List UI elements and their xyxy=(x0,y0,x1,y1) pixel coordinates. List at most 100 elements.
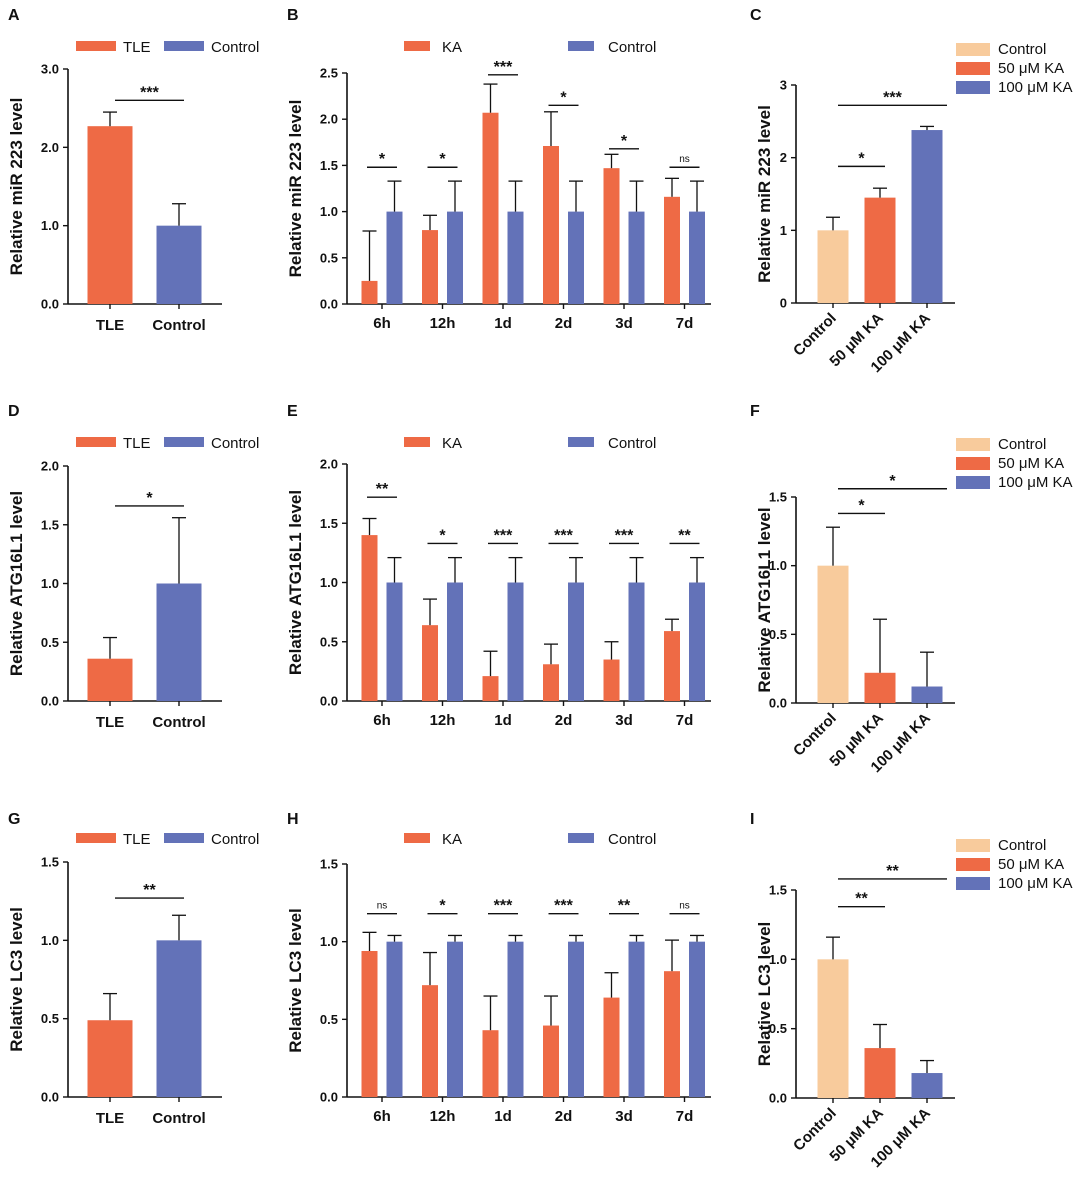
legend-label: KA xyxy=(442,435,462,452)
legend-swatch xyxy=(956,877,990,890)
significance-label: ns xyxy=(679,901,690,912)
y-tick-label: 1.0 xyxy=(769,558,787,573)
y-tick-label: 1.5 xyxy=(320,857,338,872)
legend-label: TLE xyxy=(123,39,151,56)
legend-swatch xyxy=(164,41,204,51)
panel-i: I 0.0 0.5 1.0 1.5 Relative LC3 level Control 50… xyxy=(750,811,1073,1171)
y-tick-label: 1.0 xyxy=(320,934,338,949)
x-tick-label: 12h xyxy=(430,1108,456,1125)
legend-swatch xyxy=(956,62,990,75)
y-tick-label: 1.0 xyxy=(41,933,59,948)
significance-label: ns xyxy=(377,901,388,912)
bar-ka-3d xyxy=(603,659,620,701)
y-tick-label: 2 xyxy=(780,150,787,165)
bar-cat-1 xyxy=(864,1048,896,1098)
bar-ka-6h xyxy=(361,280,378,304)
legend-label: TLE xyxy=(123,831,151,848)
legend-swatch xyxy=(956,81,990,94)
significance-label: ** xyxy=(376,481,389,498)
bar-control xyxy=(156,940,202,1097)
legend-swatch xyxy=(568,833,594,843)
x-tick-label: 7d xyxy=(676,315,694,332)
bar-ka-12h xyxy=(422,985,438,1097)
y-tick-label: 1.0 xyxy=(41,218,59,233)
significance-label: ns xyxy=(679,154,690,165)
bar-cat-0 xyxy=(817,230,849,303)
y-tick-label: 0.5 xyxy=(769,1021,787,1036)
significance-label: ** xyxy=(143,882,156,899)
y-tick-label: 1.5 xyxy=(41,855,59,870)
y-tick-label: 1.5 xyxy=(769,490,787,505)
x-tick-label: Control xyxy=(152,1110,205,1127)
legend-label: 100 μM KA xyxy=(998,875,1073,892)
bar-ka-3d xyxy=(603,168,620,304)
x-tick-label: 3d xyxy=(615,1108,633,1125)
legend-label: 50 μM KA xyxy=(998,455,1064,472)
y-tick-label: 0.0 xyxy=(41,297,59,312)
y-tick-label: 1.5 xyxy=(320,158,338,173)
legend-label: KA xyxy=(442,39,462,56)
significance-label: *** xyxy=(494,898,513,915)
y-tick-label: 1.0 xyxy=(41,576,59,591)
bar-cat-0 xyxy=(817,959,849,1098)
bar-control-7d xyxy=(689,211,705,304)
significance-label: * xyxy=(889,473,896,490)
significance-label: ** xyxy=(678,527,691,544)
y-axis-label: Relative ATG16L1 level xyxy=(755,507,774,692)
y-tick-label: 2.0 xyxy=(41,140,59,155)
legend-label: 100 μM KA xyxy=(998,474,1073,491)
x-tick-label: Control xyxy=(152,317,205,334)
bar-ka-1d xyxy=(482,112,499,305)
x-tick-label: 7d xyxy=(676,1108,694,1125)
panel-e: E 0.0 0.5 1.0 1.5 2.0 Relative ATG16L1 level 6h… xyxy=(286,403,711,729)
significance-label: * xyxy=(560,89,567,106)
bar-ka-2d xyxy=(543,1025,559,1097)
significance-label: * xyxy=(439,527,446,544)
legend-label: 100 μM KA xyxy=(998,79,1073,96)
bar-control-1d xyxy=(507,941,524,1097)
x-tick-label: 6h xyxy=(373,1108,391,1125)
bar-cat-2 xyxy=(911,686,943,703)
bar-ka-12h xyxy=(422,230,438,304)
x-tick-label: 1d xyxy=(494,315,512,332)
bar-cat-1 xyxy=(864,672,896,703)
bar-ka-2d xyxy=(543,664,559,701)
legend-label: TLE xyxy=(123,435,151,452)
y-tick-label: 1.0 xyxy=(320,575,338,590)
bar-ka-3d xyxy=(603,997,620,1097)
significance-label: *** xyxy=(494,59,513,76)
legend-swatch xyxy=(956,457,990,470)
y-tick-label: 1 xyxy=(780,223,787,238)
significance-label: *** xyxy=(615,527,634,544)
bar-tle xyxy=(87,126,133,304)
bar-control-3d xyxy=(628,941,645,1097)
y-tick-label: 1.0 xyxy=(769,952,787,967)
y-tick-label: 0.5 xyxy=(320,634,338,649)
legend-label: KA xyxy=(442,831,462,848)
legend-swatch xyxy=(568,437,594,447)
bar-control-7d xyxy=(689,582,705,701)
panel-a: A 0.0 1.0 2.0 3.0 Relative miR 223 level TLE Co… xyxy=(7,7,259,334)
bar-control-2d xyxy=(568,582,584,701)
legend-swatch xyxy=(956,858,990,871)
bar-control-7d xyxy=(689,941,705,1097)
bar-control-6h xyxy=(386,582,403,701)
significance-label: *** xyxy=(494,527,513,544)
x-tick-label: 1d xyxy=(494,712,512,729)
panel-letter: I xyxy=(750,811,754,828)
bar-cat-2 xyxy=(911,130,943,303)
y-tick-label: 0.5 xyxy=(320,250,338,265)
bar-ka-2d xyxy=(543,145,559,304)
bar-control-1d xyxy=(507,582,524,701)
x-tick-label: 6h xyxy=(373,712,391,729)
y-tick-label: 0.0 xyxy=(320,1090,338,1105)
legend-label: Control xyxy=(998,41,1046,58)
bar-control-3d xyxy=(628,582,645,701)
y-axis-label: Relative LC3 level xyxy=(755,922,774,1067)
significance-label: * xyxy=(858,497,865,514)
panel-letter: E xyxy=(287,403,298,420)
bar-ka-7d xyxy=(664,196,680,304)
bar-ka-7d xyxy=(664,631,680,701)
y-tick-label: 2.5 xyxy=(320,66,338,81)
